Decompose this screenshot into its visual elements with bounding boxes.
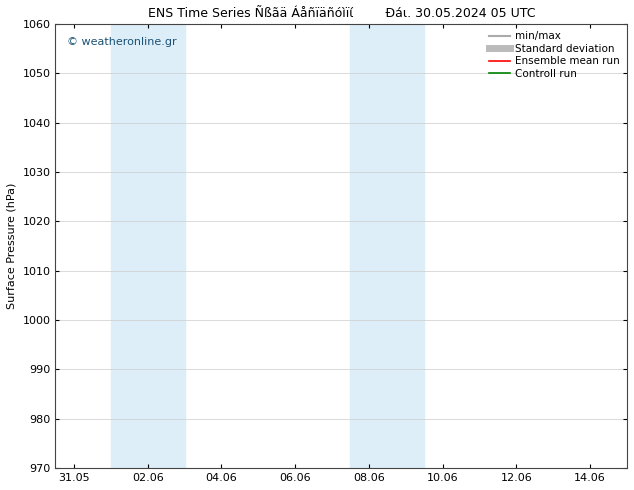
Title: ENS Time Series Ñßãä Áåñïäñóìïί        Ðáι. 30.05.2024 05 UTC: ENS Time Series Ñßãä Áåñïäñóìïί Ðáι. 30.… — [148, 7, 535, 20]
Bar — [351, 24, 424, 468]
Bar — [111, 24, 184, 468]
Legend: min/max, Standard deviation, Ensemble mean run, Controll run: min/max, Standard deviation, Ensemble me… — [487, 29, 622, 81]
Y-axis label: Surface Pressure (hPa): Surface Pressure (hPa) — [7, 183, 17, 309]
Text: © weatheronline.gr: © weatheronline.gr — [67, 37, 176, 47]
